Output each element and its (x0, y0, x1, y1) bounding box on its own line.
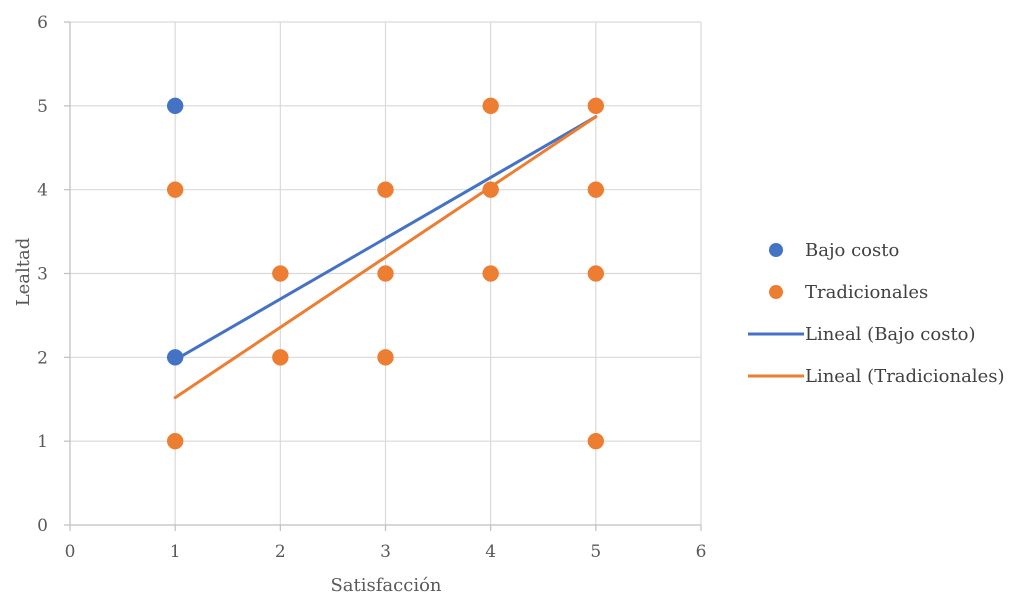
point-tradicionales (377, 349, 394, 366)
y-axis-title: Lealtad (13, 238, 34, 307)
legend-label: Lineal (Bajo costo) (805, 324, 976, 345)
point-tradicionales (587, 97, 605, 115)
legend-item: Lineal (Bajo costo) (748, 324, 976, 345)
point-tradicionales (272, 349, 289, 366)
point-tradicionales (272, 265, 289, 282)
legend-label: Lineal (Tradicionales) (805, 366, 1004, 387)
y-tick-label: 4 (37, 181, 48, 201)
x-tick-label: 3 (380, 542, 391, 562)
x-tick-label: 2 (275, 542, 286, 562)
point-bajo-costo (166, 97, 184, 115)
y-tick-label: 2 (37, 348, 48, 368)
x-tick-label: 1 (170, 542, 181, 562)
point-tradicionales (166, 181, 184, 198)
legend-item: Tradicionales (769, 282, 928, 303)
point-tradicionales (587, 432, 605, 450)
x-tick-label: 4 (485, 542, 496, 562)
axes (64, 21, 702, 531)
point-tradicionales (377, 265, 394, 282)
legend-label: Bajo costo (805, 240, 899, 261)
y-tick-label: 1 (37, 432, 48, 452)
trendline-lineal-tradicionales (173, 115, 598, 400)
legend-item: Lineal (Tradicionales) (748, 366, 1004, 387)
y-tick-label: 6 (37, 13, 48, 33)
point-tradicionales (482, 265, 499, 282)
y-tick-labels: 0 1 2 3 4 5 6 (37, 13, 48, 536)
legend-item: Bajo costo (769, 240, 899, 261)
x-tick-label: 6 (696, 542, 707, 562)
point-tradicionales (377, 181, 394, 198)
x-tick-label: 5 (590, 542, 601, 562)
legend-marker (769, 243, 783, 257)
trendline-lineal-bajo-costo (173, 115, 598, 362)
point-tradicionales (166, 432, 184, 450)
legend: Bajo costo Tradicionales Lineal (Bajo cost… (748, 240, 1004, 387)
point-tradicionales (482, 181, 499, 198)
legend-label: Tradicionales (805, 282, 928, 303)
y-tick-label: 0 (37, 516, 48, 536)
point-tradicionales (482, 97, 499, 115)
point-tradicionales (587, 265, 605, 282)
point-tradicionales (587, 181, 605, 198)
point-bajo-costo (166, 349, 184, 366)
x-tick-labels: 0 1 2 3 4 5 6 (65, 542, 707, 562)
data-points (166, 97, 605, 450)
y-tick-label: 5 (37, 97, 48, 117)
y-tick-label: 3 (37, 265, 48, 285)
x-tick-label: 0 (65, 542, 76, 562)
legend-marker (769, 285, 783, 299)
x-axis-title: Satisfacción (330, 575, 441, 596)
trendlines (173, 115, 598, 400)
